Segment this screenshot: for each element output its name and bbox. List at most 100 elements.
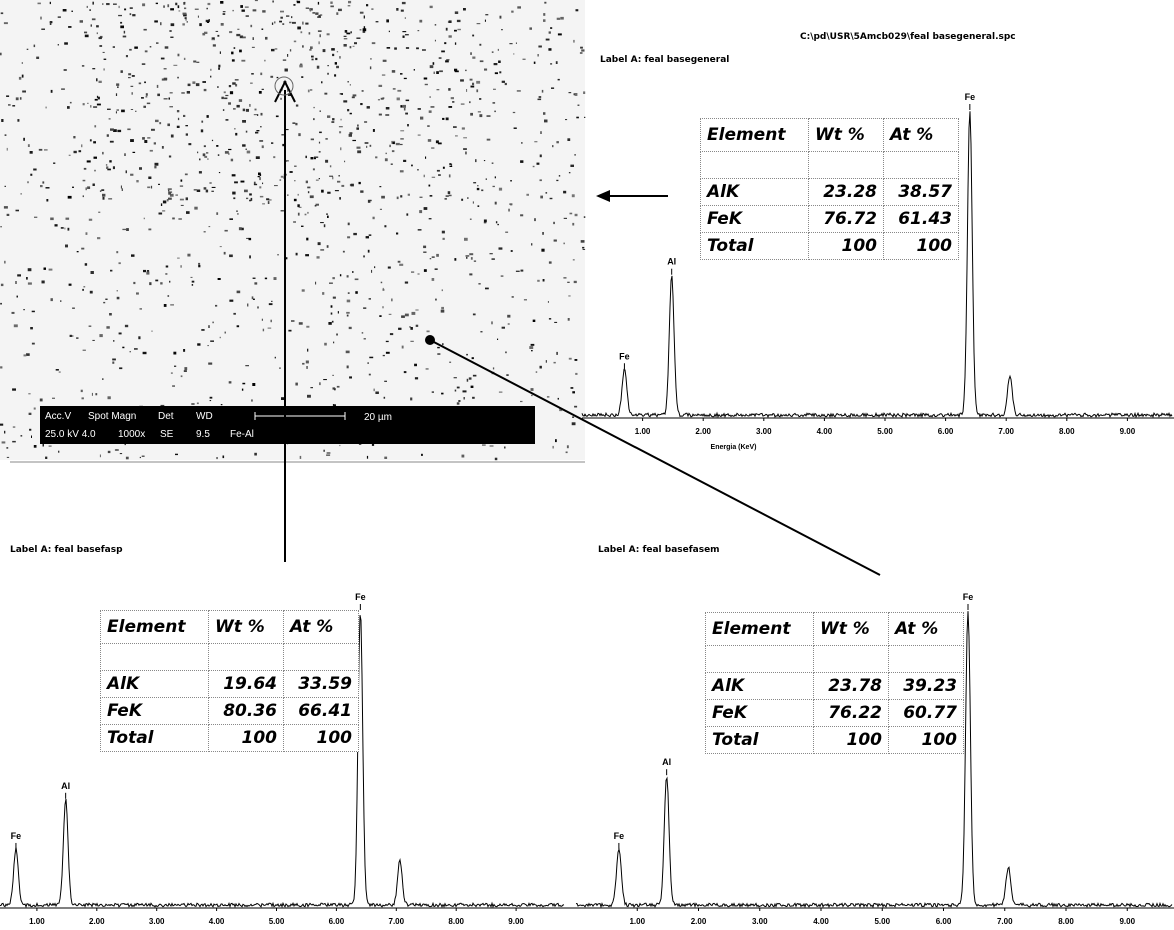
- sem-speckle: [362, 90, 364, 91]
- table-cell: [884, 152, 959, 179]
- sem-speckle: [386, 352, 390, 354]
- info-label: WD: [196, 411, 213, 422]
- sem-speckle: [50, 22, 52, 25]
- table-row: Total100100: [706, 727, 964, 754]
- sem-speckle: [169, 106, 173, 107]
- sem-speckle: [150, 150, 153, 152]
- sem-speckle: [479, 98, 481, 100]
- table-cell: At %: [284, 611, 359, 644]
- sem-speckle: [7, 457, 9, 458]
- sem-speckle: [199, 23, 202, 26]
- sem-speckle: [127, 129, 130, 131]
- peak-label: Fe: [963, 592, 974, 602]
- sem-speckle: [82, 397, 84, 399]
- sem-speckle: [400, 144, 403, 145]
- sem-speckle: [164, 78, 168, 81]
- sem-speckle: [126, 170, 127, 173]
- table-cell: [209, 644, 284, 671]
- sem-speckle: [495, 458, 498, 461]
- sem-speckle: [94, 157, 98, 159]
- sem-speckle: [154, 166, 156, 169]
- sem-speckle: [83, 103, 85, 105]
- table-row: Total100100: [101, 725, 359, 752]
- sem-speckle: [55, 224, 58, 226]
- sem-speckle: [375, 392, 379, 395]
- sem-speckle: [226, 119, 229, 120]
- sem-speckle: [324, 343, 327, 346]
- sem-speckle: [103, 52, 105, 53]
- sem-speckle: [239, 50, 242, 53]
- table-cell: Wt %: [814, 613, 889, 646]
- sem-speckle: [379, 186, 381, 187]
- table-cell: 100: [889, 727, 964, 754]
- sem-speckle: [142, 137, 145, 140]
- sem-speckle: [435, 40, 436, 42]
- sem-speckle: [418, 135, 421, 136]
- sem-speckle: [242, 120, 246, 123]
- sem-speckle: [431, 147, 434, 149]
- sem-speckle: [126, 228, 129, 231]
- sem-speckle: [332, 118, 334, 120]
- sem-speckle: [510, 180, 512, 182]
- sem-speckle: [417, 169, 419, 171]
- sem-speckle: [430, 65, 434, 68]
- sem-speckle: [332, 277, 335, 279]
- sem-speckle: [378, 99, 380, 100]
- sem-speckle: [319, 142, 320, 144]
- table-cell: 100: [809, 233, 884, 260]
- sem-speckle: [580, 52, 583, 54]
- sem-speckle: [486, 178, 487, 180]
- sem-speckle: [50, 218, 54, 221]
- sem-speckle: [262, 145, 264, 148]
- sem-speckle: [567, 282, 570, 283]
- sem-speckle: [497, 224, 499, 225]
- sem-speckle: [254, 114, 258, 115]
- sem-speckle: [7, 148, 8, 151]
- sem-speckle: [347, 300, 351, 303]
- sem-speckle: [471, 386, 474, 388]
- sem-speckle: [184, 367, 187, 370]
- sem-speckle: [427, 331, 430, 333]
- sem-speckle: [310, 387, 313, 388]
- sem-speckle: [410, 341, 413, 342]
- sem-speckle: [513, 53, 514, 54]
- sem-speckle: [478, 283, 480, 284]
- sem-speckle: [262, 319, 263, 321]
- sem-speckle: [291, 16, 292, 18]
- sem-speckle: [543, 19, 546, 22]
- sem-speckle: [360, 12, 364, 14]
- sem-speckle: [216, 31, 219, 32]
- sem-speckle: [220, 246, 222, 247]
- sem-speckle: [0, 366, 2, 368]
- sem-speckle: [116, 111, 117, 113]
- sem-speckle: [429, 185, 431, 187]
- sem-speckle: [406, 213, 408, 215]
- sem-speckle: [31, 436, 32, 439]
- sem-speckle: [372, 42, 376, 44]
- sem-speckle: [310, 9, 311, 11]
- sem-speckle: [144, 218, 145, 220]
- sem-speckle: [315, 12, 318, 15]
- table-row: ElementWt %At %: [101, 611, 359, 644]
- table-cell: Wt %: [809, 119, 884, 152]
- sem-speckle: [364, 16, 365, 19]
- sem-speckle: [576, 9, 579, 11]
- sem-speckle: [204, 145, 206, 147]
- sem-speckle: [400, 130, 404, 131]
- table-cell: Total: [706, 727, 814, 754]
- sem-speckle: [209, 226, 211, 227]
- sem-speckle: [373, 129, 375, 132]
- sem-speckle: [305, 254, 309, 256]
- sem-speckle: [218, 154, 220, 156]
- x-tick-label: 5.00: [874, 917, 890, 926]
- sem-speckle: [338, 175, 340, 177]
- sem-speckle: [67, 106, 70, 109]
- sem-speckle: [477, 185, 479, 186]
- sem-speckle: [326, 213, 328, 215]
- sem-speckle: [223, 456, 225, 459]
- sem-speckle: [89, 219, 92, 221]
- sem-speckle: [405, 314, 409, 317]
- sem-speckle: [117, 86, 119, 88]
- sem-speckle: [164, 304, 167, 307]
- sem-speckle: [210, 400, 212, 401]
